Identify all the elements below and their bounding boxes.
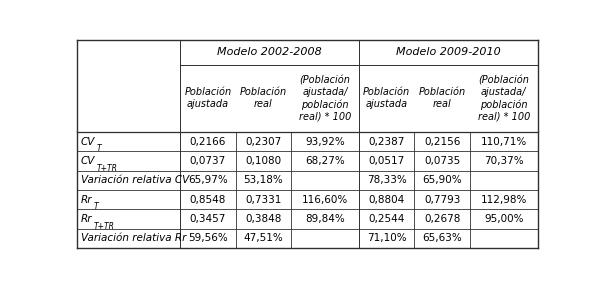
Text: 0,7331: 0,7331 — [245, 195, 281, 205]
Text: 0,2544: 0,2544 — [368, 214, 405, 224]
Text: Rr: Rr — [81, 214, 92, 224]
Text: Rr: Rr — [81, 195, 92, 205]
Text: 0,3457: 0,3457 — [190, 214, 226, 224]
Text: T: T — [94, 202, 98, 211]
Text: Población
real: Población real — [240, 87, 287, 109]
Text: T+TR: T+TR — [94, 222, 115, 231]
Text: Población
ajustada: Población ajustada — [363, 87, 410, 109]
Text: Población
ajustada: Población ajustada — [184, 87, 232, 109]
Text: Variación relativa Rr: Variación relativa Rr — [81, 233, 187, 243]
Text: 0,8548: 0,8548 — [190, 195, 226, 205]
Text: 110,71%: 110,71% — [481, 137, 527, 146]
Text: 95,00%: 95,00% — [484, 214, 524, 224]
Text: T: T — [97, 144, 101, 153]
Text: (Población
ajustada/
población
real) * 100: (Población ajustada/ población real) * 1… — [478, 75, 530, 122]
Text: 59,56%: 59,56% — [188, 233, 228, 243]
Text: 112,98%: 112,98% — [481, 195, 527, 205]
Text: 0,7793: 0,7793 — [424, 195, 460, 205]
Text: 0,0735: 0,0735 — [424, 156, 460, 166]
Text: 89,84%: 89,84% — [305, 214, 345, 224]
Text: 0,2307: 0,2307 — [245, 137, 281, 146]
Text: Modelo 2009-2010: Modelo 2009-2010 — [396, 47, 500, 57]
Text: 0,2166: 0,2166 — [190, 137, 226, 146]
Text: 0,0737: 0,0737 — [190, 156, 226, 166]
Text: CV: CV — [81, 156, 95, 166]
Text: 0,0517: 0,0517 — [368, 156, 405, 166]
Text: 65,63%: 65,63% — [422, 233, 462, 243]
Text: Modelo 2002-2008: Modelo 2002-2008 — [217, 47, 322, 57]
Text: T+TR: T+TR — [97, 164, 117, 173]
Text: 93,92%: 93,92% — [305, 137, 345, 146]
Text: CV: CV — [81, 137, 95, 146]
Text: 116,60%: 116,60% — [302, 195, 348, 205]
Text: (Población
ajustada/
población
real) * 100: (Población ajustada/ población real) * 1… — [299, 75, 351, 122]
Text: 0,2387: 0,2387 — [368, 137, 405, 146]
Text: 68,27%: 68,27% — [305, 156, 345, 166]
Text: 47,51%: 47,51% — [244, 233, 283, 243]
Text: 53,18%: 53,18% — [244, 175, 283, 185]
Text: 70,37%: 70,37% — [484, 156, 524, 166]
Text: Variación relativa CV: Variación relativa CV — [81, 175, 189, 185]
Text: 0,8804: 0,8804 — [368, 195, 405, 205]
Text: 0,1080: 0,1080 — [245, 156, 281, 166]
Text: 0,2678: 0,2678 — [424, 214, 460, 224]
Text: 71,10%: 71,10% — [367, 233, 406, 243]
Text: 0,3848: 0,3848 — [245, 214, 281, 224]
Text: 65,97%: 65,97% — [188, 175, 228, 185]
Text: 0,2156: 0,2156 — [424, 137, 460, 146]
Text: 78,33%: 78,33% — [367, 175, 406, 185]
Text: 65,90%: 65,90% — [422, 175, 462, 185]
Text: Población
real: Población real — [419, 87, 466, 109]
